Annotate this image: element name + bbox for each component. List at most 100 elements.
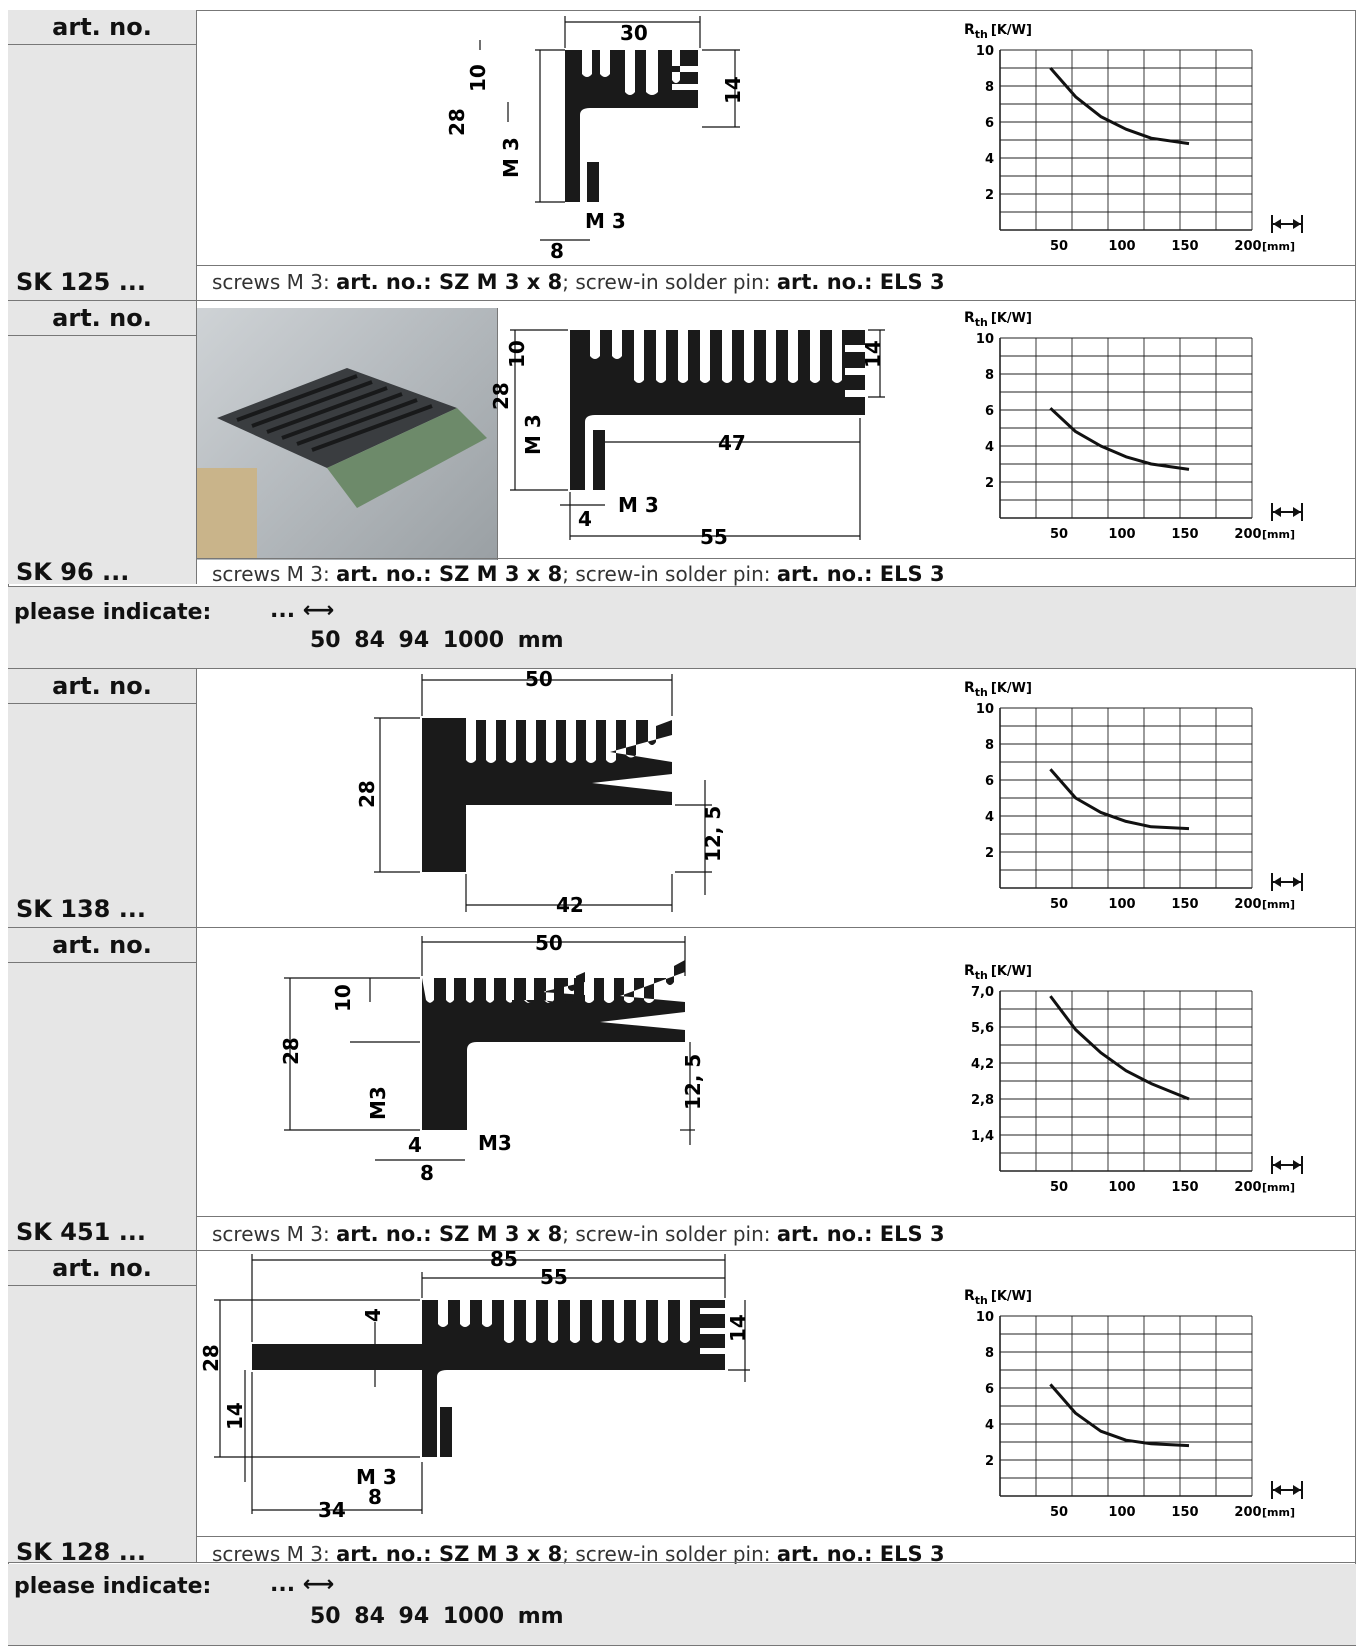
svg-text:85: 85 <box>490 1247 518 1271</box>
length-arrow-head-left <box>1273 507 1281 517</box>
divider <box>196 265 1356 266</box>
svg-text:28: 28 <box>489 382 513 410</box>
x-tick-label: 100 <box>1108 1180 1135 1195</box>
please-indicate-label: please indicate: <box>14 1574 212 1599</box>
divider <box>196 1216 1356 1217</box>
heatsink-drawing-sk128: 85 55 4 14 28 14 M 3 8 34 <box>199 1247 750 1522</box>
length-placeholder: ... ⟷ <box>270 598 335 623</box>
rth-curve <box>1049 407 1190 471</box>
y-tick-label: 8 <box>985 80 994 95</box>
svg-text:4: 4 <box>361 1308 385 1322</box>
y-tick-label: 8 <box>985 738 994 753</box>
label-column <box>8 336 196 584</box>
column-divider <box>196 927 197 1250</box>
divider <box>8 586 1356 587</box>
svg-text:M 3: M 3 <box>521 414 545 455</box>
length-arrow-icon: ⟷ <box>302 1572 335 1597</box>
svg-text:30: 30 <box>620 21 648 45</box>
svg-text:M 3: M 3 <box>585 209 626 233</box>
x-axis-unit: [mm] <box>1262 528 1295 541</box>
x-tick-label: 150 <box>1171 527 1198 542</box>
screws-note: screws M 3: art. no.: SZ M 3 x 8; screw-… <box>212 562 945 586</box>
y-axis-label: Rth [K/W] <box>964 22 1032 41</box>
svg-text:M3: M3 <box>366 1086 390 1120</box>
x-tick-label: 100 <box>1108 897 1135 912</box>
label-column <box>8 1286 196 1562</box>
y-tick-label: 4 <box>985 152 994 167</box>
svg-text:M 3: M 3 <box>499 137 523 178</box>
product-name: SK 138 ... <box>16 895 147 923</box>
rth-chart-sk128: Rth [K/W] 2 4 6 8 10 50 100 150 200 [mm] <box>964 1288 1303 1520</box>
product-name: SK 96 ... <box>16 558 130 586</box>
y-tick-label: 8 <box>985 368 994 383</box>
y-tick-label: 7,0 <box>971 985 994 1000</box>
y-tick-label: 10 <box>976 702 994 717</box>
art-no-header: art. no. <box>8 669 196 704</box>
svg-text:47: 47 <box>718 431 746 455</box>
divider <box>8 1562 1356 1563</box>
art-no-header: art. no. <box>8 1251 196 1286</box>
svg-text:14: 14 <box>223 1402 247 1430</box>
y-axis-unit: [K/W] <box>991 1289 1032 1304</box>
x-tick-label: 100 <box>1108 1505 1135 1520</box>
svg-text:10: 10 <box>331 984 355 1012</box>
y-axis-unit: [K/W] <box>991 681 1032 696</box>
x-axis-unit: [mm] <box>1262 1181 1295 1194</box>
svg-text:10: 10 <box>466 64 490 92</box>
art-no-header: art. no. <box>8 301 196 336</box>
rth-chart-sk125: Rth [K/W] 2 4 6 8 10 50 100 150 200 [mm] <box>964 22 1303 254</box>
y-axis-unit: [K/W] <box>991 311 1032 326</box>
length-arrow-head-left <box>1273 219 1281 229</box>
rth-curve <box>1049 768 1190 831</box>
available-lengths: 50 84 94 1000 mm <box>310 1604 564 1629</box>
x-tick-label: 50 <box>1050 239 1068 254</box>
heatsink-drawing-sk138: 50 28 12, 5 42 <box>355 667 725 917</box>
label-column <box>8 963 196 1250</box>
length-arrow-head-right <box>1293 877 1301 887</box>
x-tick-label: 100 <box>1108 527 1135 542</box>
rth-chart-sk138: Rth [K/W] 2 4 6 8 10 50 100 150 200 [mm] <box>964 680 1303 912</box>
please-indicate-band <box>8 1564 1356 1645</box>
svg-text:34: 34 <box>318 1498 346 1522</box>
rth-chart-sk96: Rth [K/W] 2 4 6 8 10 50 100 150 200 [mm] <box>964 310 1303 542</box>
y-tick-label: 6 <box>985 116 994 131</box>
product-name: SK 125 ... <box>16 268 147 296</box>
svg-text:M3: M3 <box>478 1131 512 1155</box>
x-tick-label: 150 <box>1171 897 1198 912</box>
y-axis-unit: [K/W] <box>991 964 1032 979</box>
svg-text:50: 50 <box>525 667 553 691</box>
svg-text:42: 42 <box>556 893 584 917</box>
x-tick-label: 200 <box>1234 239 1261 254</box>
art-no-header: art. no. <box>8 10 196 45</box>
length-arrow-head-right <box>1293 219 1301 229</box>
art-no-header: art. no. <box>8 928 196 963</box>
y-axis-subscript: th <box>975 28 988 41</box>
x-tick-label: 50 <box>1050 1180 1068 1195</box>
x-tick-label: 50 <box>1050 527 1068 542</box>
y-tick-label: 6 <box>985 774 994 789</box>
y-tick-label: 4,2 <box>971 1057 994 1072</box>
svg-text:M 3: M 3 <box>618 493 659 517</box>
svg-text:28: 28 <box>199 1344 223 1372</box>
section-divider <box>8 300 1356 301</box>
length-arrow-icon: ⟷ <box>302 598 335 623</box>
y-tick-label: 10 <box>976 332 994 347</box>
x-tick-label: 50 <box>1050 897 1068 912</box>
x-tick-label: 200 <box>1234 1505 1261 1520</box>
y-axis-unit: [K/W] <box>991 23 1032 38</box>
y-axis-label: Rth [K/W] <box>964 1288 1032 1307</box>
product-name: SK 451 ... <box>16 1218 147 1246</box>
x-axis-unit: [mm] <box>1262 240 1295 253</box>
length-arrow-head-left <box>1273 1160 1281 1170</box>
heatsink-drawing-sk96: 10 14 28 M 3 47 4 M 3 55 <box>489 329 885 549</box>
svg-text:14: 14 <box>861 340 885 368</box>
svg-text:28: 28 <box>355 780 379 808</box>
y-tick-label: 2 <box>985 1454 994 1469</box>
x-tick-label: 100 <box>1108 239 1135 254</box>
y-tick-label: 5,6 <box>971 1021 994 1036</box>
y-axis-subscript: th <box>975 1294 988 1307</box>
svg-text:55: 55 <box>540 1265 568 1289</box>
svg-text:28: 28 <box>279 1037 303 1065</box>
y-tick-label: 8 <box>985 1346 994 1361</box>
y-tick-label: 6 <box>985 1382 994 1397</box>
